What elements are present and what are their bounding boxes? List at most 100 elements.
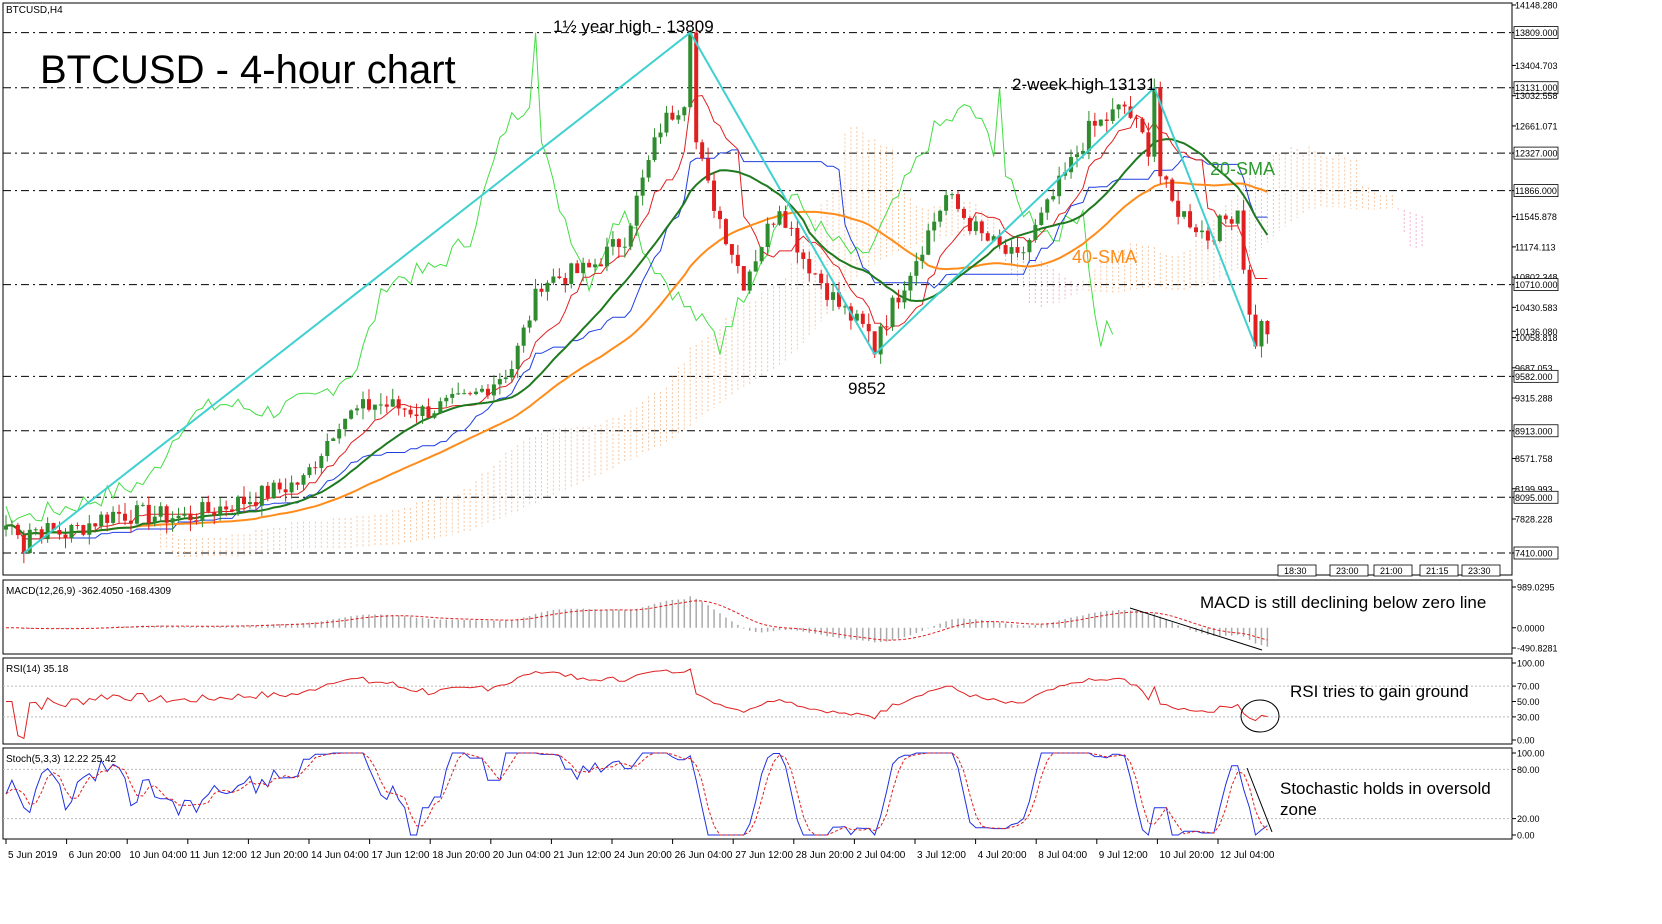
- candle-body: [468, 393, 473, 395]
- candle-body: [361, 399, 365, 409]
- time-tick-label: 4 Jul 20:00: [978, 850, 1027, 861]
- candle-body: [985, 233, 990, 241]
- candle-body: [1110, 109, 1115, 121]
- price-tick-label: 11174.113: [1515, 242, 1556, 252]
- candle-body: [194, 520, 199, 522]
- candle-body: [991, 236, 996, 241]
- candle-body: [277, 482, 282, 490]
- candle-body: [474, 391, 479, 395]
- price-tick-label: 10710.000: [1515, 280, 1558, 290]
- sub-tick-label: 0.00: [1517, 736, 1535, 746]
- candle-body: [789, 227, 794, 229]
- candle-body: [1170, 179, 1175, 201]
- candle-body: [908, 275, 913, 291]
- candle-body: [93, 523, 98, 527]
- candle-body: [366, 399, 371, 410]
- candle-body: [515, 345, 520, 370]
- candle-body: [230, 509, 235, 512]
- price-tick-label: 10058.818: [1515, 333, 1558, 343]
- candle-body: [206, 502, 211, 512]
- candle-body: [1164, 176, 1169, 180]
- tenkan-line: [5, 94, 1268, 540]
- candle-body: [152, 516, 157, 524]
- candle-body: [521, 327, 526, 346]
- candle-body: [1033, 225, 1038, 240]
- candle-body: [438, 401, 443, 414]
- candle-body: [979, 221, 984, 234]
- candle-body: [313, 467, 318, 469]
- candle-body: [414, 414, 419, 417]
- time-box-label: 18:30: [1284, 566, 1307, 576]
- candle-body: [289, 482, 294, 493]
- time-tick-label: 6 Jun 20:00: [69, 850, 122, 861]
- price-level-box: [1513, 424, 1559, 438]
- candle-body: [81, 525, 86, 535]
- candle-body: [259, 485, 264, 506]
- candle-body: [9, 524, 14, 526]
- candle-body: [349, 410, 354, 419]
- candle-body: [123, 513, 127, 521]
- candle-body: [1217, 215, 1222, 242]
- time-box: [1461, 564, 1501, 577]
- trendline-segment: [23, 31, 691, 554]
- candle-body: [491, 384, 496, 396]
- price-tick-label: 8913.000: [1515, 426, 1553, 436]
- annotation-18m-high: 1½ year high - 13809: [553, 17, 714, 36]
- candle-body: [432, 413, 437, 418]
- stoch-d-line: [5, 752, 1268, 836]
- price-tick-label: 11866.000: [1515, 186, 1557, 196]
- candle-body: [426, 406, 431, 418]
- candle-body: [741, 266, 746, 291]
- time-tick-label: 2 Jul 04:00: [856, 850, 905, 861]
- candle-body: [45, 523, 50, 540]
- macd-trendline: [1129, 607, 1263, 651]
- candle-body: [539, 288, 544, 292]
- candle-body: [1182, 211, 1187, 217]
- rsi-line: [6, 668, 1268, 740]
- time-box-label: 21:15: [1426, 566, 1449, 576]
- sub-tick-label: 50.00: [1517, 697, 1540, 707]
- candle-body: [569, 263, 574, 284]
- candle-body: [1039, 212, 1044, 226]
- candle-body: [307, 467, 312, 476]
- price-tick-label: 9315.288: [1515, 394, 1553, 404]
- candle-body: [396, 399, 401, 409]
- candle-body: [343, 418, 348, 430]
- candle-body: [33, 529, 38, 531]
- trendline-segment: [689, 32, 876, 355]
- price-level-box: [1513, 490, 1559, 504]
- candle-body: [1051, 196, 1056, 200]
- candle-body: [283, 489, 288, 493]
- candle-body: [938, 210, 943, 222]
- price-tick-label: 11545.878: [1515, 212, 1557, 222]
- candle-body: [950, 194, 955, 196]
- candle-body: [1128, 106, 1133, 118]
- sub-tick-label: 80.00: [1517, 765, 1540, 775]
- candle-body: [57, 529, 62, 535]
- candle-body: [652, 137, 657, 161]
- annotation-sma40: 40-SMA: [1072, 247, 1137, 267]
- candle-body: [271, 482, 276, 499]
- candle-body: [640, 177, 645, 196]
- stoch-k-line: [5, 752, 1268, 836]
- candle-body: [795, 227, 800, 253]
- candle-body: [628, 225, 633, 247]
- trendlines: [23, 31, 1257, 554]
- candle-body: [1122, 104, 1127, 107]
- time-tick-label: 18 Jun 20:00: [432, 850, 490, 861]
- candle-body: [700, 142, 705, 159]
- candle-body: [503, 377, 508, 380]
- candle-body: [712, 180, 717, 211]
- macd-series: [6, 596, 1269, 651]
- candle-body: [706, 158, 711, 181]
- candle-body: [956, 194, 960, 209]
- candle-body: [1235, 210, 1240, 224]
- stoch-annotation-line1: Stochastic holds in oversold: [1280, 779, 1491, 798]
- price-level-box: [1513, 369, 1559, 383]
- candle-body: [670, 112, 675, 120]
- candle-body: [378, 404, 383, 406]
- candle-body: [616, 239, 621, 248]
- candle-body: [1158, 87, 1163, 177]
- annotation-sma20: 20-SMA: [1210, 159, 1275, 179]
